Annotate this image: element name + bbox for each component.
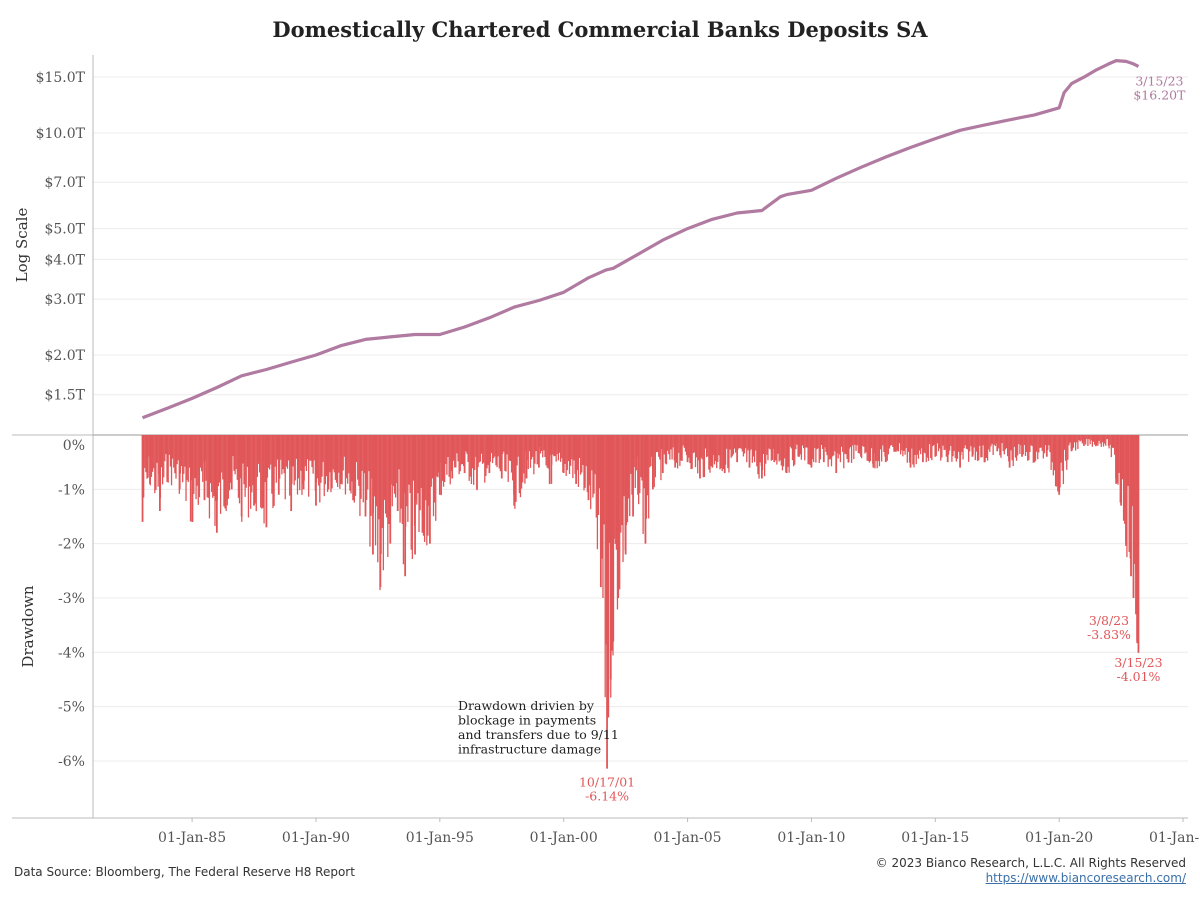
note-911-label-line: and transfers due to 9/11 — [458, 727, 619, 742]
mark-3-15-23-label-line: 3/15/23 — [1114, 655, 1162, 670]
deposits-last-label-line: 3/15/23 — [1135, 73, 1183, 88]
deposits-ytick-label: $2.0T — [44, 348, 85, 364]
drawdown-ytick-label: -5% — [58, 700, 85, 716]
trough-2001-label-line: 10/17/01 — [579, 775, 635, 790]
deposits-last-label: 3/15/23 $16.20T — [1133, 73, 1186, 102]
x-tick-label: 01-Jan-90 — [282, 830, 350, 846]
x-tick-label: 01-Jan-00 — [530, 830, 598, 846]
deposits-ytick-label: $1.5T — [44, 388, 85, 404]
drawdown-ytick-label: -6% — [58, 754, 85, 770]
x-tick-label: 01-Jan-10 — [777, 830, 845, 846]
deposits-axis-title: Log Scale — [13, 208, 31, 283]
footer-credits: © 2023 Bianco Research, L.L.C. All Right… — [876, 856, 1186, 886]
data-source-note: Data Source: Bloomberg, The Federal Rese… — [14, 865, 355, 879]
x-tick-label: 01-Jan-20 — [1025, 830, 1093, 846]
mark-3-15-23-label-line: -4.01% — [1116, 669, 1160, 684]
x-tick-label: 01-Jan-25 — [1149, 830, 1200, 846]
note-911-label: Drawdown drivien by blockage in payments a… — [458, 698, 619, 757]
deposits-ytick-label: $10.0T — [36, 126, 86, 142]
x-tick-label: 01-Jan-95 — [406, 830, 474, 846]
website-link[interactable]: https://www.biancoresearch.com/ — [985, 871, 1186, 885]
trough-2001-label: 10/17/01 -6.14% — [579, 775, 635, 804]
drawdown-axis-title: Drawdown — [19, 585, 37, 667]
mark-3-8-23-label-line: -3.83% — [1087, 627, 1131, 642]
x-tick-label: 01-Jan-15 — [901, 830, 969, 846]
deposits-line — [141, 59, 1140, 420]
note-911-label-line: blockage in payments — [458, 713, 596, 728]
deposits-line-group — [141, 59, 1140, 420]
chart-title: Domestically Chartered Commercial Banks … — [272, 17, 928, 42]
gridlines — [93, 76, 1188, 762]
deposits-last-label-line: $16.20T — [1133, 87, 1186, 102]
note-911-label-line: Drawdown drivien by — [458, 698, 595, 713]
drawdown-ytick-label: 0% — [63, 438, 85, 454]
tick-labels: $1.5T $2.0T $3.0T $4.0T $5.0T $7.0T $10.0T $15.… — [13, 70, 1200, 846]
deposits-ytick-label: $4.0T — [44, 252, 85, 268]
drawdown-ytick-label: -4% — [58, 645, 85, 661]
deposits-ytick-label: $7.0T — [44, 175, 85, 191]
mark-3-8-23-label: 3/8/23 -3.83% — [1087, 613, 1131, 642]
deposits-ytick-label: $3.0T — [44, 292, 85, 308]
copyright-text: © 2023 Bianco Research, L.L.C. All Right… — [875, 856, 1186, 870]
trough-2001-label-line: -6.14% — [585, 789, 629, 804]
deposits-ytick-label: $5.0T — [44, 222, 85, 238]
mark-3-8-23-label-line: 3/8/23 — [1089, 613, 1129, 628]
note-911-label-line: infrastructure damage — [458, 742, 601, 757]
drawdown-ytick-label: -3% — [58, 591, 85, 607]
drawdown-ytick-label: -2% — [58, 537, 85, 553]
x-tick-label: 01-Jan-85 — [158, 830, 226, 846]
deposits-ytick-label: $15.0T — [36, 70, 86, 86]
drawdown-ytick-label: -1% — [58, 482, 85, 498]
drawdown-bars — [141, 435, 1140, 769]
mark-3-15-23-label: 3/15/23 -4.01% — [1114, 655, 1162, 684]
x-tick-label: 01-Jan-05 — [654, 830, 722, 846]
